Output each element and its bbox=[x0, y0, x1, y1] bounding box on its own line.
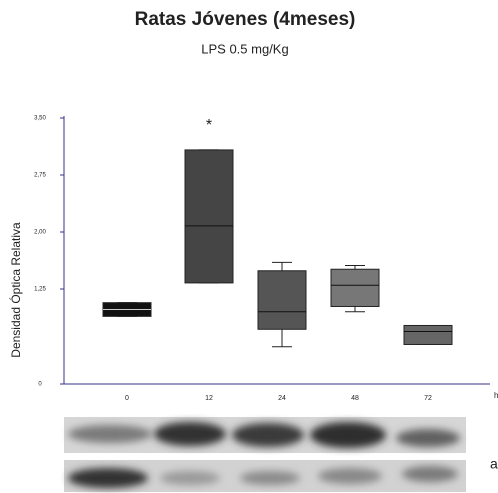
annotation: * bbox=[206, 117, 212, 134]
x-tick-label: 0 bbox=[125, 395, 129, 402]
x-tick-label: 72 bbox=[424, 395, 432, 402]
y-tick-label: 3,50 bbox=[34, 116, 46, 122]
page: {"chart_data": {"type": "box", "title": … bbox=[0, 0, 498, 493]
x-tick-label: 24 bbox=[278, 395, 286, 402]
x-unit-label: h bbox=[494, 391, 498, 400]
box bbox=[331, 269, 379, 306]
y-axis-label: Densidad Óptica Relativa bbox=[8, 222, 23, 358]
western-blot bbox=[64, 417, 466, 492]
y-tick-label: 0 bbox=[38, 382, 42, 388]
x-tick-label: 12 bbox=[205, 395, 213, 402]
chart: Ratas Jóvenes (4meses) LPS 0.5 mg/Kg Den… bbox=[0, 0, 498, 493]
blot-label: a bbox=[490, 456, 498, 472]
y-tick-label: 1,25 bbox=[34, 287, 46, 293]
x-tick-label: 48 bbox=[351, 395, 359, 402]
box bbox=[404, 325, 452, 344]
box bbox=[258, 271, 306, 330]
box bbox=[185, 150, 233, 283]
y-tick-label: 2,75 bbox=[34, 173, 46, 179]
chart-subtitle: LPS 0.5 mg/Kg bbox=[201, 41, 288, 56]
chart-title: Ratas Jóvenes (4meses) bbox=[135, 9, 356, 30]
y-tick-label: 2,00 bbox=[34, 230, 46, 236]
